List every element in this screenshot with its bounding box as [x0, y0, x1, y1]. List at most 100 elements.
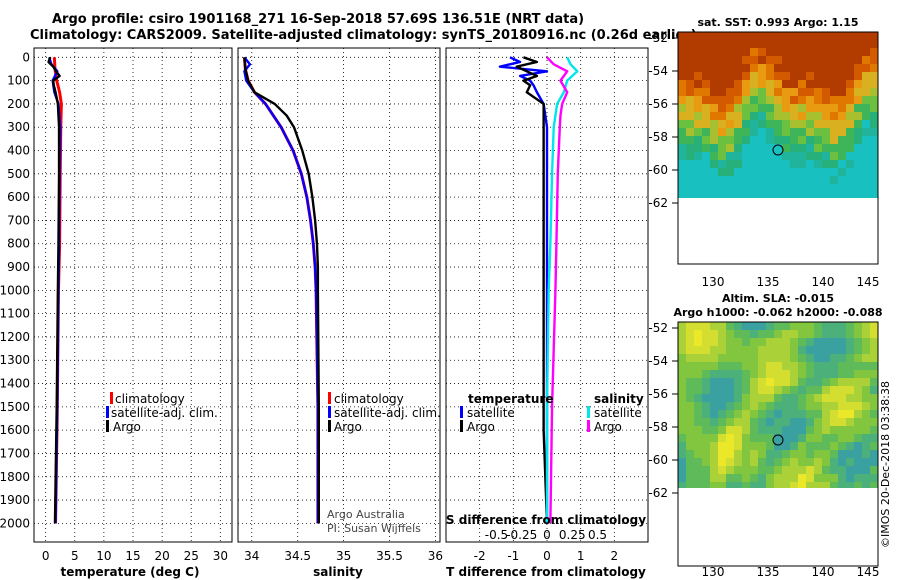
salinity-grid: [238, 48, 440, 542]
depth-tick-label: 100: [7, 74, 30, 88]
x-tick-label: 34.5: [284, 549, 311, 563]
legend-label-satellite: satellite-adj. clim.: [334, 406, 441, 420]
x-tick-label: 35: [336, 549, 351, 563]
sla-argo-location-marker: [772, 434, 784, 446]
series-line-s-argo: [546, 56, 569, 524]
x-tick-label: 5: [71, 549, 79, 563]
legend-label-s-argo: Argo: [594, 420, 622, 434]
x-tick-label: 10: [96, 549, 111, 563]
legend-swatch-t-satellite: [460, 406, 463, 418]
x-tick-label: 36: [428, 549, 443, 563]
salinity-diff-label: S difference from climatology: [446, 513, 646, 527]
legend-label-satellite: satellite-adj. clim.: [111, 406, 218, 420]
depth-tick-label: 2000: [0, 516, 30, 530]
lon-tick-label: 145: [857, 565, 880, 579]
x-tick-label: 34: [244, 549, 259, 563]
sla-map: Altim. SLA: -0.015 Argo h1000: -0.062 h2…: [648, 292, 882, 579]
depth-tick-label: 1700: [0, 446, 30, 460]
x-tick-label: 0: [42, 549, 50, 563]
lat-tick-label: -52: [648, 31, 668, 45]
x-tick-label: 15: [125, 549, 140, 563]
legend-swatch-climatology: [110, 392, 113, 404]
sla-map-title2: Argo h1000: -0.062 h2000: -0.088: [673, 306, 882, 319]
depth-tick-label: 600: [7, 190, 30, 204]
legend-label-argo: Argo: [334, 420, 362, 434]
sst-map: sat. SST: 0.993 Argo: 1.15 -52-54-56-58-…: [648, 16, 879, 289]
lon-tick-label: 130: [702, 565, 725, 579]
depth-tick-label: 1300: [0, 353, 30, 367]
legend-swatch-argo: [328, 420, 331, 432]
salinity-ticks: 34 34.5 35 35.5 36: [244, 549, 443, 563]
legend-title-salinity: salinity: [594, 392, 644, 406]
legend-label-climatology: climatology: [334, 392, 404, 406]
lat-tick-label: -58: [648, 130, 668, 144]
lon-tick-label: 130: [702, 275, 725, 289]
series-line-s-satellite: [545, 56, 579, 524]
temperature-ticks: 0 5 10 15 20 25 30: [42, 549, 228, 563]
lat-tick-label: -60: [648, 453, 668, 467]
temperature-lines: [47, 56, 63, 524]
difference-panel: -2 -1 0 1 2 S difference from climatology -0…: [445, 47, 649, 579]
depth-tick-label: 1000: [0, 283, 30, 297]
x-tick-label: 2: [611, 549, 619, 563]
figure-title-line2: Climatology: CARS2009. Satellite-adjuste…: [30, 28, 697, 43]
temperature-grid: [34, 48, 232, 542]
depth-tick-label: 900: [7, 260, 30, 274]
x-tick-label: -1: [507, 549, 519, 563]
salinity-panel: 34 34.5 35 35.5 36 salinity climatology sate…: [237, 47, 443, 579]
depth-axis: 0 100 200 300 400 500 600 700 800 900 1000 1100 1200…: [0, 50, 30, 530]
temperature-panel: 0 5 10 15 20 25 30 temperature (deg C) climato…: [33, 47, 233, 579]
difference-legend: temperature satellite Argo salinity sate…: [460, 392, 644, 434]
note-argo-australia: Argo Australia: [327, 508, 405, 521]
lon-tick-label: 140: [812, 565, 835, 579]
s-tick-label: 0: [543, 528, 551, 542]
lat-tick-label: -52: [648, 321, 668, 335]
salinity-xlabel: salinity: [313, 565, 363, 579]
depth-tick-label: 1500: [0, 400, 30, 414]
depth-tick-label: 500: [7, 167, 30, 181]
lat-tick-label: -56: [648, 387, 668, 401]
s-tick-label: 0.5: [588, 528, 607, 542]
x-tick-label: 0: [543, 549, 551, 563]
x-tick-label: 1: [577, 549, 585, 563]
series-line-t-argo: [515, 56, 549, 524]
lon-tick-label: 145: [857, 275, 880, 289]
lat-tick-label: -62: [648, 196, 668, 210]
depth-tick-label: 1900: [0, 493, 30, 507]
legend-label-argo: Argo: [113, 420, 141, 434]
lat-tick-label: -56: [648, 97, 668, 111]
legend-swatch-climatology: [328, 392, 331, 404]
legend-title-temperature: temperature: [468, 392, 553, 406]
series-line-argo: [47, 56, 61, 524]
depth-tick-label: 0: [22, 50, 30, 64]
depth-tick-label: 1400: [0, 377, 30, 391]
sst-map-image: [678, 32, 878, 198]
legend-swatch-s-satellite: [587, 406, 590, 418]
legend-label-t-argo: Argo: [467, 420, 495, 434]
x-tick-label: 30: [213, 549, 228, 563]
s-tick-label: 0.25: [559, 528, 586, 542]
sst-map-axes: -52 -54 -56 -58 -60 -62 130 135 140 145: [648, 31, 879, 289]
depth-tick-label: 1800: [0, 470, 30, 484]
x-tick-label: 20: [154, 549, 169, 563]
temperature-frame: [33, 47, 233, 543]
legend-swatch-s-argo: [587, 420, 590, 432]
temperature-xlabel: temperature (deg C): [61, 565, 200, 579]
lon-tick-label: 140: [812, 275, 835, 289]
temperature-legend: climatology satellite-adj. clim. Argo: [106, 392, 218, 434]
depth-tick-label: 200: [7, 97, 30, 111]
figure-title-line1: Argo profile: csiro 1901168_271 16-Sep-2…: [52, 12, 585, 27]
difference-ticks: -2 -1 0 1 2: [474, 549, 618, 563]
series-line-argo: [243, 57, 320, 524]
s-tick-label: -0.25: [506, 528, 537, 542]
sst-argo-location-marker: [772, 144, 784, 156]
lat-tick-label: -54: [648, 354, 668, 368]
lat-tick-label: -58: [648, 420, 668, 434]
temperature-diff-xlabel: T difference from climatology: [446, 565, 646, 579]
s-tick-label: -0.5: [485, 528, 508, 542]
lat-tick-label: -60: [648, 163, 668, 177]
imos-stamp: ©IMOS 20-Dec-2018 03:38:38: [879, 381, 892, 548]
lon-tick-label: 135: [757, 565, 780, 579]
depth-tick-label: 300: [7, 120, 30, 134]
salinity-diff-ticks: -0.5-0.25 0 0.25 0.5: [485, 528, 607, 542]
